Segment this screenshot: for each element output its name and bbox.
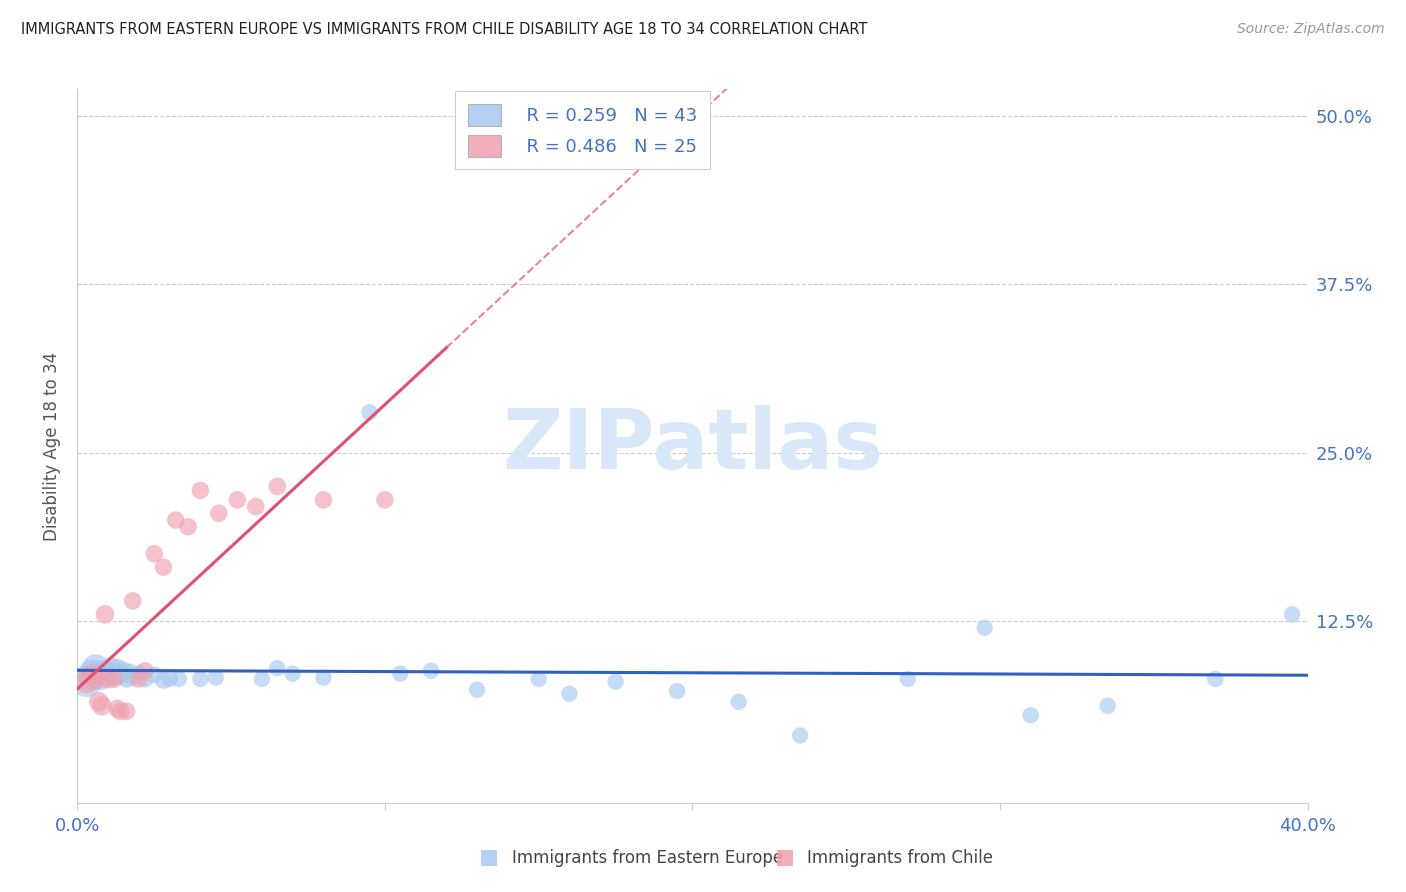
Point [226, 492, 249, 507]
Point [97, 666, 120, 681]
Point [465, 682, 488, 697]
Point [128, 672, 150, 686]
Point [87, 695, 110, 709]
Point [115, 704, 138, 718]
Point [605, 674, 627, 689]
Point [82, 668, 104, 682]
Point [103, 669, 125, 683]
Point [374, 492, 396, 507]
Point [76, 674, 98, 689]
Point [250, 672, 273, 686]
Point [103, 672, 125, 686]
Point [245, 500, 267, 514]
Point [558, 687, 581, 701]
Point [110, 668, 132, 682]
Point [94, 664, 117, 678]
Point [312, 492, 335, 507]
Point [128, 666, 150, 681]
Point [110, 704, 132, 718]
Point [1204, 672, 1226, 686]
Point [84, 672, 107, 686]
Point [167, 672, 190, 686]
Text: Source: ZipAtlas.com: Source: ZipAtlas.com [1237, 22, 1385, 37]
Point [1019, 708, 1042, 723]
Point [188, 483, 212, 498]
Point [115, 672, 138, 686]
Y-axis label: Disability Age 18 to 34: Disability Age 18 to 34 [44, 351, 62, 541]
Point [76, 674, 98, 689]
Point [204, 671, 226, 685]
Point [82, 668, 104, 682]
Point [105, 661, 128, 675]
Text: Immigrants from Chile: Immigrants from Chile [807, 849, 993, 867]
Point [312, 671, 335, 685]
Point [152, 560, 174, 574]
Point [134, 672, 156, 686]
Point [727, 695, 749, 709]
Point [84, 661, 107, 675]
Point [87, 665, 110, 680]
Point [134, 664, 156, 678]
Point [159, 672, 181, 686]
Point [105, 701, 128, 715]
Point [188, 672, 212, 686]
Point [208, 506, 231, 520]
Legend:   R = 0.259   N = 43,   R = 0.486   N = 25: R = 0.259 N = 43, R = 0.486 N = 25 [456, 91, 710, 169]
Point [266, 661, 288, 675]
Point [789, 729, 811, 743]
Point [281, 666, 304, 681]
Point [143, 668, 166, 682]
Point [359, 405, 381, 419]
Point [90, 672, 114, 686]
Point [121, 594, 143, 608]
Text: ZIPatlas: ZIPatlas [502, 406, 883, 486]
Point [121, 671, 143, 685]
Point [143, 547, 166, 561]
Point [118, 665, 141, 680]
Point [152, 673, 174, 688]
Point [389, 666, 412, 681]
Point [112, 664, 135, 678]
Point [1097, 698, 1119, 713]
Point [897, 672, 920, 686]
Point [94, 607, 117, 622]
Point [527, 672, 550, 686]
Point [165, 513, 187, 527]
Point [90, 698, 114, 713]
Point [266, 479, 288, 493]
Text: Immigrants from Eastern Europe: Immigrants from Eastern Europe [512, 849, 783, 867]
Point [420, 664, 443, 678]
Point [97, 672, 120, 686]
Point [100, 660, 122, 674]
Point [1281, 607, 1303, 622]
Text: IMMIGRANTS FROM EASTERN EUROPE VS IMMIGRANTS FROM CHILE DISABILITY AGE 18 TO 34 : IMMIGRANTS FROM EASTERN EUROPE VS IMMIGR… [21, 22, 868, 37]
Point [177, 520, 200, 534]
Point [666, 684, 689, 698]
Point [973, 621, 995, 635]
